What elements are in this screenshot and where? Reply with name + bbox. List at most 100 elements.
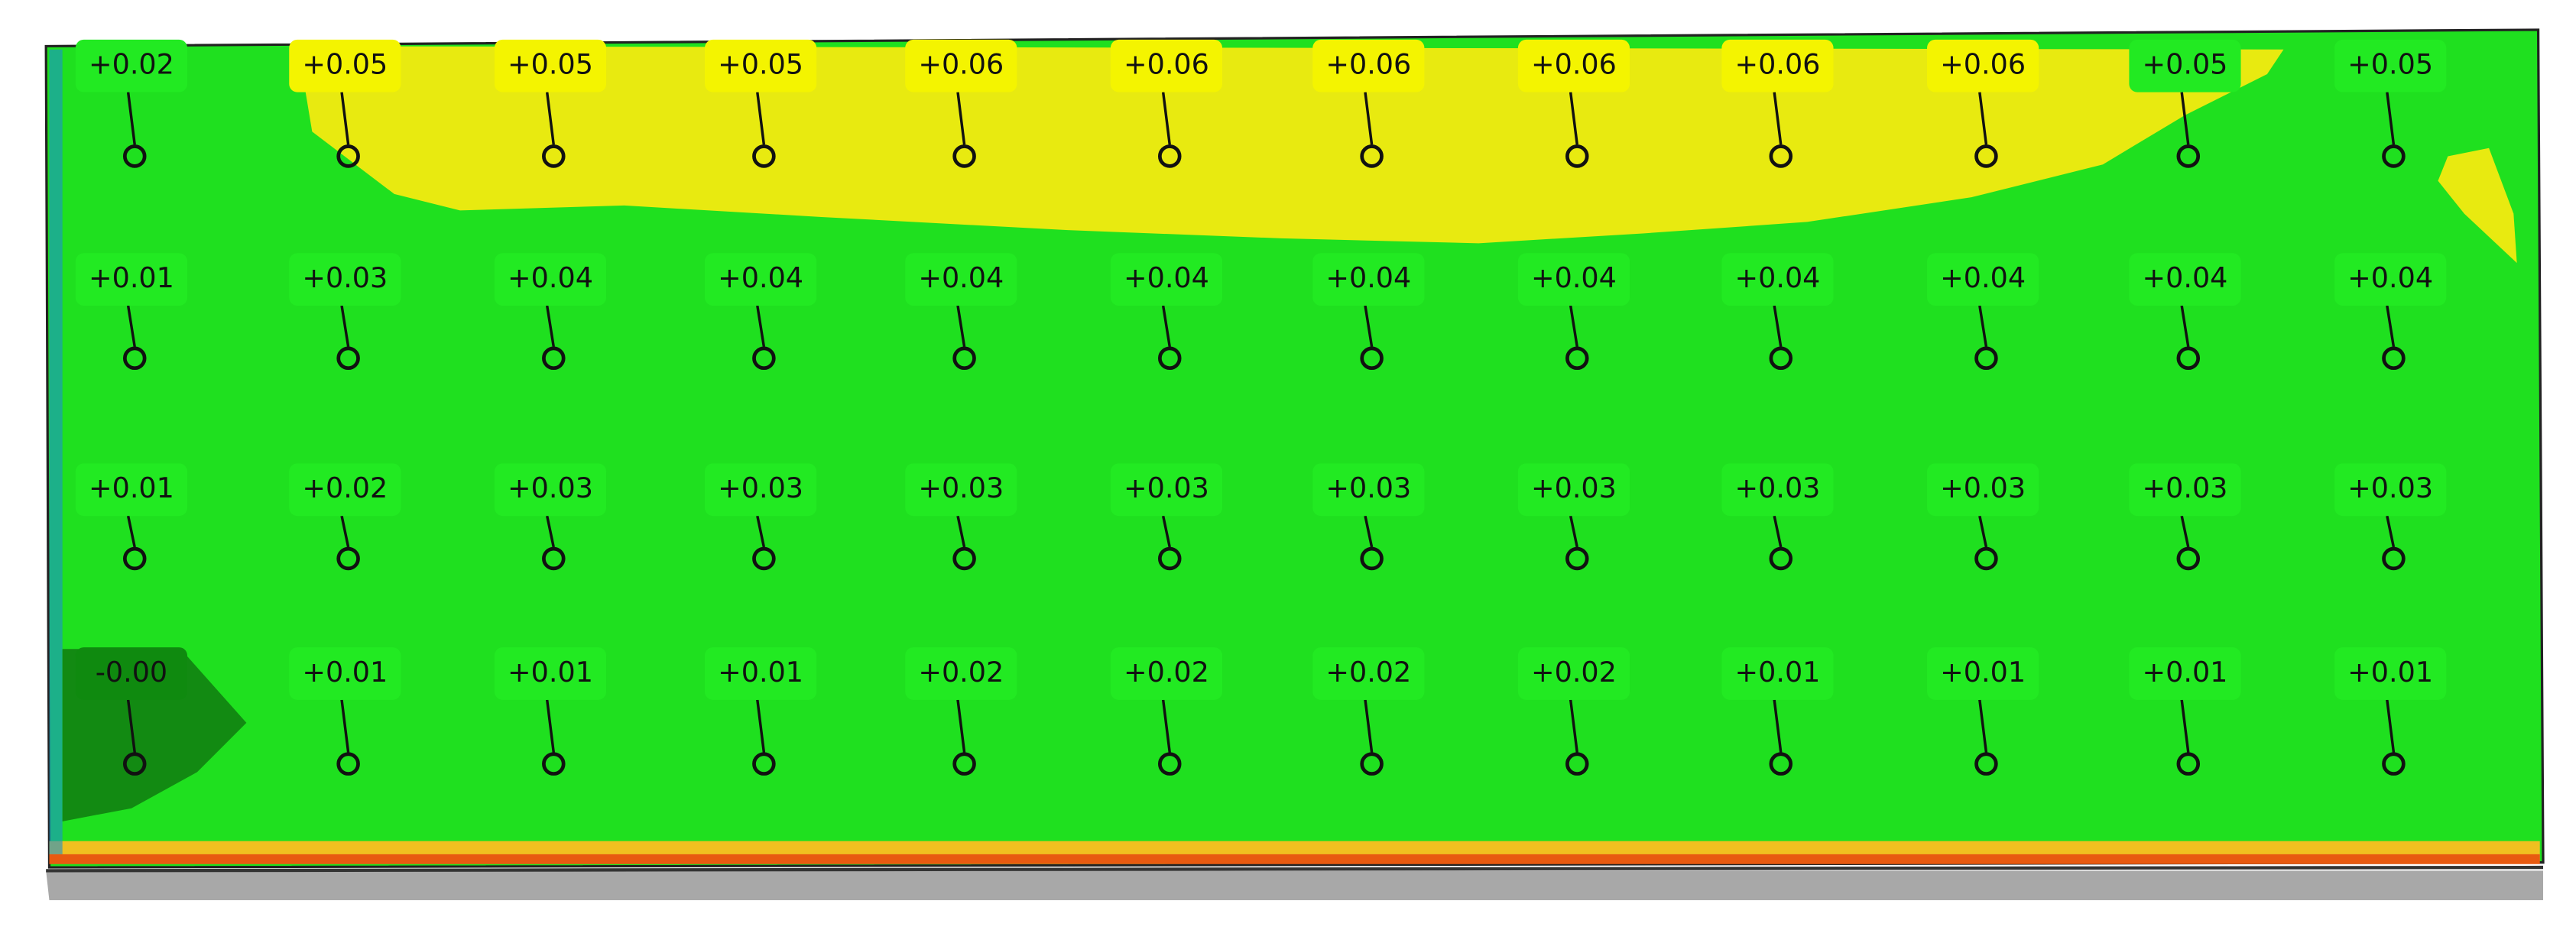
leader-line xyxy=(1569,305,1578,348)
probe-point xyxy=(1157,346,1182,371)
deviation-label: +0.05 xyxy=(718,48,803,81)
deviation-label: +0.06 xyxy=(1124,48,1209,81)
label-box xyxy=(1927,463,2039,517)
label-box xyxy=(494,39,607,92)
leader-line xyxy=(126,305,136,348)
label-box xyxy=(494,253,607,306)
probe-point xyxy=(1565,144,1589,168)
label-box xyxy=(2334,253,2447,306)
leader-line xyxy=(956,92,966,145)
probe-point xyxy=(336,144,360,168)
leader-line xyxy=(756,92,766,145)
leader-line xyxy=(340,92,350,145)
deviation-label: +0.01 xyxy=(302,656,388,689)
yellow-zone xyxy=(295,46,2284,244)
probe-point xyxy=(1974,144,1998,168)
label-box xyxy=(75,463,188,517)
deviation-label: +0.01 xyxy=(89,261,174,294)
leader-line xyxy=(2180,92,2190,145)
leader-line xyxy=(1978,699,1988,753)
leader-line xyxy=(545,699,555,753)
deviation-label: +0.04 xyxy=(2143,261,2228,294)
label-box xyxy=(1517,253,1630,306)
leader-line xyxy=(2386,305,2396,348)
deviation-label: +0.01 xyxy=(1735,656,1821,689)
probe-point xyxy=(122,346,147,371)
leader-line xyxy=(956,305,966,348)
deviation-label: +0.03 xyxy=(302,261,388,294)
probe-point xyxy=(1974,546,1998,571)
label-box xyxy=(1110,463,1223,517)
label-box xyxy=(1721,39,1834,92)
label-box xyxy=(905,463,1017,517)
label-box xyxy=(705,39,817,92)
label-box xyxy=(75,647,188,700)
label-box xyxy=(1927,39,2039,92)
deviation-label: +0.01 xyxy=(2347,656,2433,689)
leader-line xyxy=(1364,515,1374,548)
leader-line xyxy=(2386,515,2396,548)
deviation-label: +0.04 xyxy=(1325,261,1411,294)
leader-line xyxy=(1773,305,1783,348)
left-edge xyxy=(49,49,63,854)
leader-line xyxy=(1773,515,1783,548)
deviation-label: +0.04 xyxy=(1735,261,1821,294)
leader-line xyxy=(756,305,766,348)
leader-line xyxy=(2180,515,2190,548)
probe-point xyxy=(952,144,976,168)
label-box xyxy=(494,463,607,517)
label-box xyxy=(2334,463,2447,517)
label-box xyxy=(289,463,401,517)
leader-line xyxy=(1978,92,1988,145)
leader-line xyxy=(1161,92,1171,145)
label-box xyxy=(2129,647,2241,700)
label-box xyxy=(1517,647,1630,700)
label-box xyxy=(75,39,188,92)
probe-point xyxy=(1157,144,1182,168)
deviation-label: +0.01 xyxy=(2143,656,2228,689)
deviation-label: +0.06 xyxy=(1325,48,1411,81)
deviation-label: +0.05 xyxy=(508,48,593,81)
leader-line xyxy=(1161,699,1171,753)
leader-line xyxy=(126,92,136,145)
probe-point xyxy=(752,144,776,168)
probe-point xyxy=(2176,346,2201,371)
label-box xyxy=(1721,647,1834,700)
label-box xyxy=(705,253,817,306)
label-box xyxy=(289,253,401,306)
leader-line xyxy=(1161,515,1171,548)
label-box xyxy=(1927,253,2039,306)
leader-line xyxy=(1978,515,1988,548)
deviation-label: +0.03 xyxy=(1735,471,1821,504)
leader-line xyxy=(756,699,766,753)
label-box xyxy=(1110,253,1223,306)
probe-point xyxy=(1769,346,1793,371)
probe-point xyxy=(1974,752,1998,776)
label-box xyxy=(1110,647,1223,700)
deviation-label: +0.03 xyxy=(508,471,593,504)
probe-point xyxy=(1360,346,1384,371)
probe-point xyxy=(752,346,776,371)
label-box xyxy=(1721,253,1834,306)
leader-line xyxy=(126,515,136,548)
deviation-label: +0.03 xyxy=(2143,471,2228,504)
deviation-label: +0.04 xyxy=(1124,261,1209,294)
label-box xyxy=(705,463,817,517)
deviation-label: +0.02 xyxy=(302,471,388,504)
leader-line xyxy=(1569,699,1578,753)
label-box xyxy=(494,647,607,700)
deviation-label: -0.00 xyxy=(96,656,167,689)
probe-point xyxy=(2382,144,2406,168)
probe-point xyxy=(2176,752,2201,776)
probe-point xyxy=(2176,144,2201,168)
deviation-label: +0.05 xyxy=(2143,48,2228,81)
leader-line xyxy=(956,699,966,753)
probe-point xyxy=(1360,144,1384,168)
deviation-label: +0.02 xyxy=(89,48,174,81)
leader-line xyxy=(756,515,766,548)
deviation-label: +0.03 xyxy=(1940,471,2026,504)
leader-line xyxy=(1364,92,1374,145)
deviation-label: +0.04 xyxy=(918,261,1004,294)
label-box xyxy=(705,647,817,700)
